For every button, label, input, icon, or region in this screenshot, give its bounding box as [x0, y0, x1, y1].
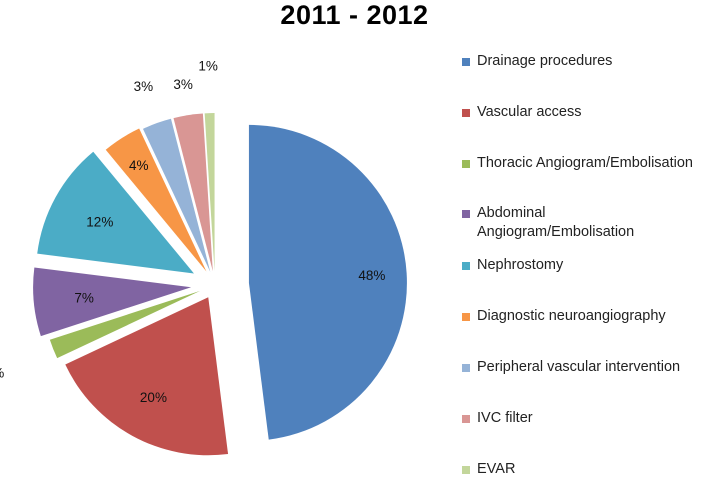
- chart-title: 2011 - 2012: [280, 0, 429, 30]
- legend-item: Nephrostomy: [462, 256, 707, 275]
- legend-item: Diagnostic neuroangiography: [462, 307, 707, 326]
- legend-swatch: [462, 313, 470, 321]
- legend-swatch: [462, 58, 470, 66]
- legend-swatch: [462, 210, 470, 218]
- legend-swatch: [462, 415, 470, 423]
- slice-label: 7%: [74, 290, 94, 305]
- legend-label: Abdominal Angiogram/Embolisation: [477, 205, 635, 240]
- legend-item: Abdominal Angiogram/Embolisation: [462, 204, 707, 242]
- legend-label: Vascular access: [477, 104, 582, 120]
- pie-slice-peripheral-vascular-intervention: [142, 118, 211, 272]
- legend-swatch: [462, 466, 470, 474]
- legend-label: Diagnostic neuroangiography: [477, 308, 666, 324]
- slice-label: 2%: [0, 365, 4, 380]
- slice-label: 48%: [358, 268, 385, 283]
- slice-label: 12%: [86, 215, 113, 230]
- slice-label: 20%: [140, 390, 167, 405]
- pie-slice-drainage-procedures: [248, 124, 407, 440]
- pie-slice-diagnostic-neuroangiography: [105, 128, 207, 272]
- legend-label: Nephrostomy: [477, 257, 564, 273]
- legend-item: EVAR: [462, 460, 707, 479]
- legend-item: Drainage procedures: [462, 52, 707, 71]
- legend-item: Vascular access: [462, 103, 707, 122]
- legend-item: Peripheral vascular intervention: [462, 358, 707, 377]
- pie-slice-abdominal-angiogram-embolisation: [33, 267, 192, 337]
- pie-slice-evar: [204, 113, 215, 272]
- legend-label: Drainage procedures: [477, 53, 613, 69]
- legend-swatch: [462, 262, 470, 270]
- pie-slice-nephrostomy: [37, 151, 194, 274]
- pie-slice-thoracic-angiogram-embolisation: [49, 290, 201, 359]
- legend-item: IVC filter: [462, 409, 707, 428]
- legend-label: Thoracic Angiogram/Embolisation: [477, 155, 693, 171]
- slice-label: 3%: [134, 79, 154, 94]
- legend-swatch: [462, 109, 470, 117]
- slice-label: 4%: [129, 158, 149, 173]
- legend-swatch: [462, 364, 470, 372]
- legend-item: Thoracic Angiogram/Embolisation: [462, 154, 707, 173]
- legend-label: Peripheral vascular intervention: [477, 359, 681, 375]
- slice-label: 1%: [198, 59, 218, 74]
- legend-label: EVAR: [477, 461, 516, 477]
- legend-label: IVC filter: [477, 410, 533, 426]
- pie-slice-vascular-access: [65, 297, 229, 456]
- pie-slice-ivc-filter: [173, 113, 213, 272]
- slice-label: 3%: [173, 77, 193, 92]
- legend-swatch: [462, 160, 470, 168]
